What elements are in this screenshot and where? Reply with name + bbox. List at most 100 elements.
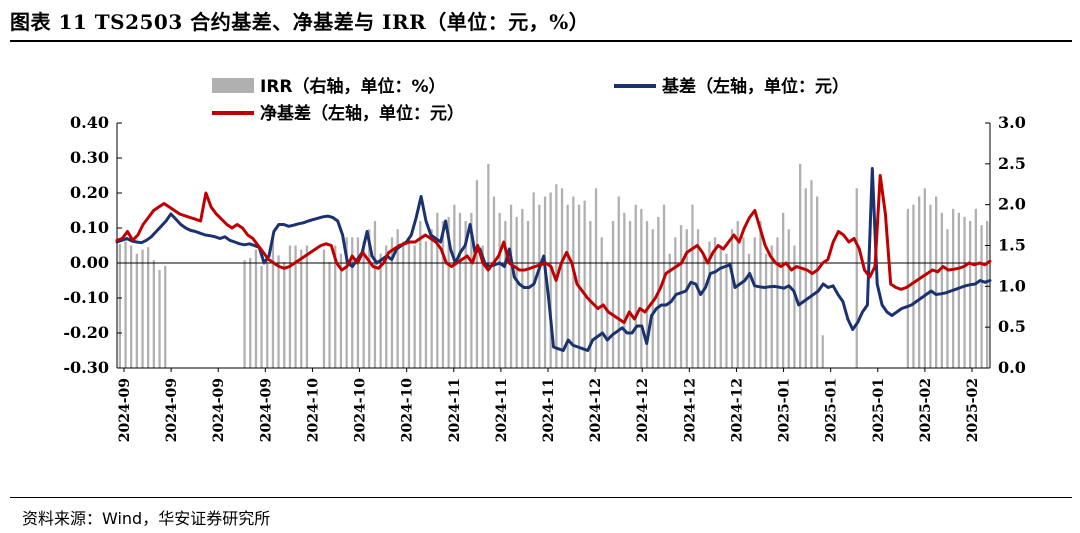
irr-bar	[634, 204, 637, 368]
irr-bar	[407, 237, 411, 368]
irr-bar	[294, 245, 297, 368]
x-tick-label: 2024-09	[211, 378, 227, 442]
irr-bar	[543, 196, 547, 368]
irr-bar	[249, 257, 252, 369]
x-tick-label: 2025-02	[965, 378, 981, 442]
irr-bar	[498, 212, 501, 368]
irr-bar	[759, 221, 762, 368]
irr-bar	[254, 249, 258, 368]
irr-bar	[804, 188, 807, 368]
irr-bar	[566, 204, 569, 368]
irr-bar	[691, 204, 694, 368]
irr-bar	[662, 204, 666, 368]
irr-bar	[243, 260, 246, 368]
irr-bar	[753, 237, 756, 368]
irr-bar	[515, 216, 518, 368]
irr-bar	[969, 221, 972, 368]
basis-line	[115, 167, 992, 352]
x-tick-label: 2024-09	[258, 378, 274, 442]
irr-bar	[385, 245, 388, 368]
axes: -0.30 -0.20 -0.10 0.00 0.10 0.20 0.30 0.40 0.0 0.…	[63, 113, 1025, 442]
x-tick-label: 2024-10	[400, 378, 416, 443]
irr-bar	[351, 237, 354, 368]
irr-bar	[300, 249, 303, 368]
irr-bar	[770, 245, 773, 368]
irr-bar	[742, 237, 745, 368]
x-tick-label: 2024-11	[447, 378, 463, 442]
irr-bar	[957, 212, 960, 368]
irr-bar	[135, 253, 138, 368]
irr-bar	[481, 245, 484, 368]
x-tick-label: 2025-01	[871, 378, 887, 442]
left-tick-label: -0.10	[63, 288, 109, 307]
left-tick-label: 0.10	[70, 218, 109, 237]
x-tick-label: 2024-12	[729, 378, 745, 442]
irr-bar	[952, 208, 955, 369]
x-tick-label: 2024-12	[682, 378, 698, 442]
irr-bar	[283, 261, 286, 368]
right-tick-label: 0.5	[998, 317, 1026, 336]
source-rule	[10, 497, 1072, 498]
irr-bar	[713, 237, 717, 368]
x-tick-label: 2024-10	[305, 378, 321, 443]
irr-bar	[617, 196, 620, 368]
irr-bar	[509, 204, 513, 368]
irr-bar	[906, 208, 909, 369]
irr-bar	[526, 221, 530, 368]
x-tick-label: 2024-11	[494, 378, 510, 442]
irr-bar	[560, 188, 564, 368]
irr-bar	[339, 253, 343, 368]
x-tick-label: 2024-12	[588, 378, 604, 442]
irr-bar	[674, 237, 677, 368]
irr-bar	[679, 225, 683, 368]
irr-bar	[986, 221, 989, 368]
irr-bar	[158, 270, 161, 368]
irr-bar	[453, 204, 456, 368]
irr-bar	[799, 163, 802, 368]
left-tick-label: 0.30	[70, 148, 109, 167]
irr-bar	[396, 229, 399, 368]
irr-bar	[266, 261, 269, 368]
irr-bar	[929, 204, 932, 368]
x-tick-label: 2024-09	[164, 378, 180, 442]
irr-bar	[124, 241, 127, 368]
irr-bar	[974, 208, 977, 369]
irr-bar	[821, 335, 824, 368]
irr-bar	[606, 261, 609, 368]
irr-bar	[963, 216, 966, 368]
irr-bar	[390, 237, 394, 368]
irr-bar	[645, 221, 649, 368]
legend-basis-label: 基差（左轴，单位：元）	[661, 76, 849, 97]
irr-bar	[912, 204, 915, 368]
irr-bar	[277, 255, 280, 368]
irr-bar	[946, 229, 949, 368]
irr-bar	[164, 265, 167, 368]
irr-bar	[600, 237, 603, 368]
series-lines	[115, 167, 992, 352]
irr-bar	[572, 196, 575, 368]
irr-bar	[118, 243, 121, 368]
irr-bar	[764, 253, 768, 368]
figure-title: 图表 11 TS2503 合约基差、净基差与 IRR（单位：元，%）	[10, 10, 590, 34]
irr-bar	[549, 192, 552, 368]
left-tick-label: -0.20	[63, 323, 109, 342]
irr-bar	[816, 196, 819, 368]
irr-bar	[538, 204, 541, 368]
irr-bar	[923, 188, 926, 368]
irr-bar	[470, 212, 473, 368]
left-tick-label: -0.30	[63, 358, 109, 377]
irr-bar	[719, 245, 722, 368]
irr-bar	[260, 265, 263, 368]
irr-bar	[623, 212, 626, 368]
irr-bar	[147, 247, 150, 368]
legend-net-basis-label: 净基差（左轴，单位：元）	[260, 103, 464, 124]
irr-bar	[141, 249, 144, 368]
source-note: 资料来源：Wind，华安证券研究所	[22, 509, 271, 528]
irr-bar	[322, 249, 326, 368]
irr-bar	[747, 253, 751, 368]
irr-bar	[855, 188, 858, 368]
right-tick-label: 0.0	[998, 358, 1026, 377]
irr-bar	[594, 188, 598, 368]
irr-bar	[345, 237, 348, 368]
